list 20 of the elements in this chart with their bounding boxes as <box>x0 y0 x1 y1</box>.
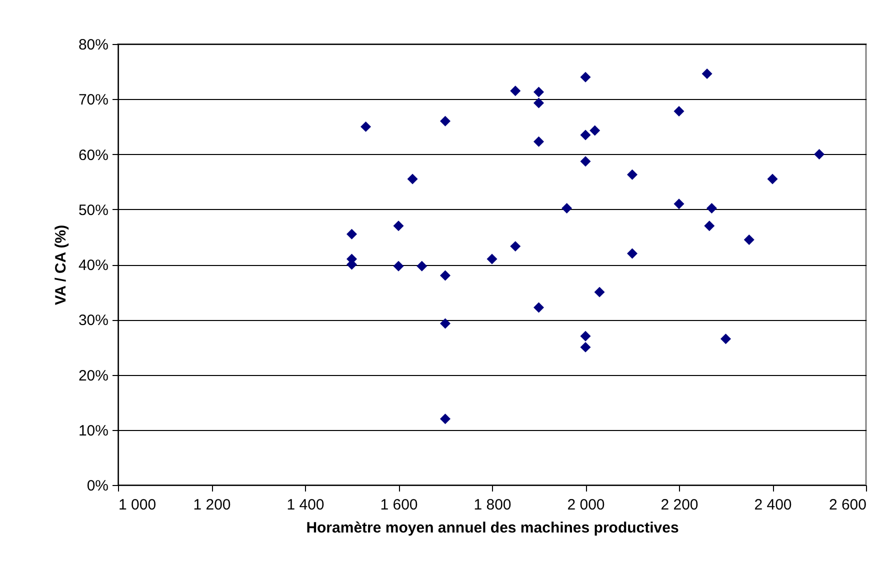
x-axis-title: Horamètre moyen annuel des machines productives <box>306 520 679 536</box>
x-tick-label: 2 200 <box>660 496 698 514</box>
y-tick-label: 30% <box>78 312 108 330</box>
y-tick-label: 70% <box>78 92 108 109</box>
x-tick-label: 1 400 <box>286 496 324 514</box>
y-tick-label: 40% <box>78 257 108 274</box>
x-tick-label: 1 000 <box>118 496 156 514</box>
y-axis-title: VA / CA (%) <box>52 224 70 306</box>
y-tick-label: 20% <box>78 367 108 384</box>
y-tick-label: 50% <box>78 202 108 219</box>
x-tick-label: 2 000 <box>567 496 605 514</box>
y-tick-label: 0% <box>86 478 108 494</box>
y-tick-label: 80% <box>78 36 108 54</box>
x-tick-label: 1 800 <box>474 496 512 514</box>
x-tick-label: 2 400 <box>754 496 792 514</box>
y-tick-label: 60% <box>78 146 108 164</box>
y-tick-label: 10% <box>78 422 108 440</box>
x-tick-label: 1 200 <box>193 496 231 514</box>
x-tick-label: 1 600 <box>380 496 418 514</box>
x-tick-label: 2 600 <box>828 496 866 514</box>
